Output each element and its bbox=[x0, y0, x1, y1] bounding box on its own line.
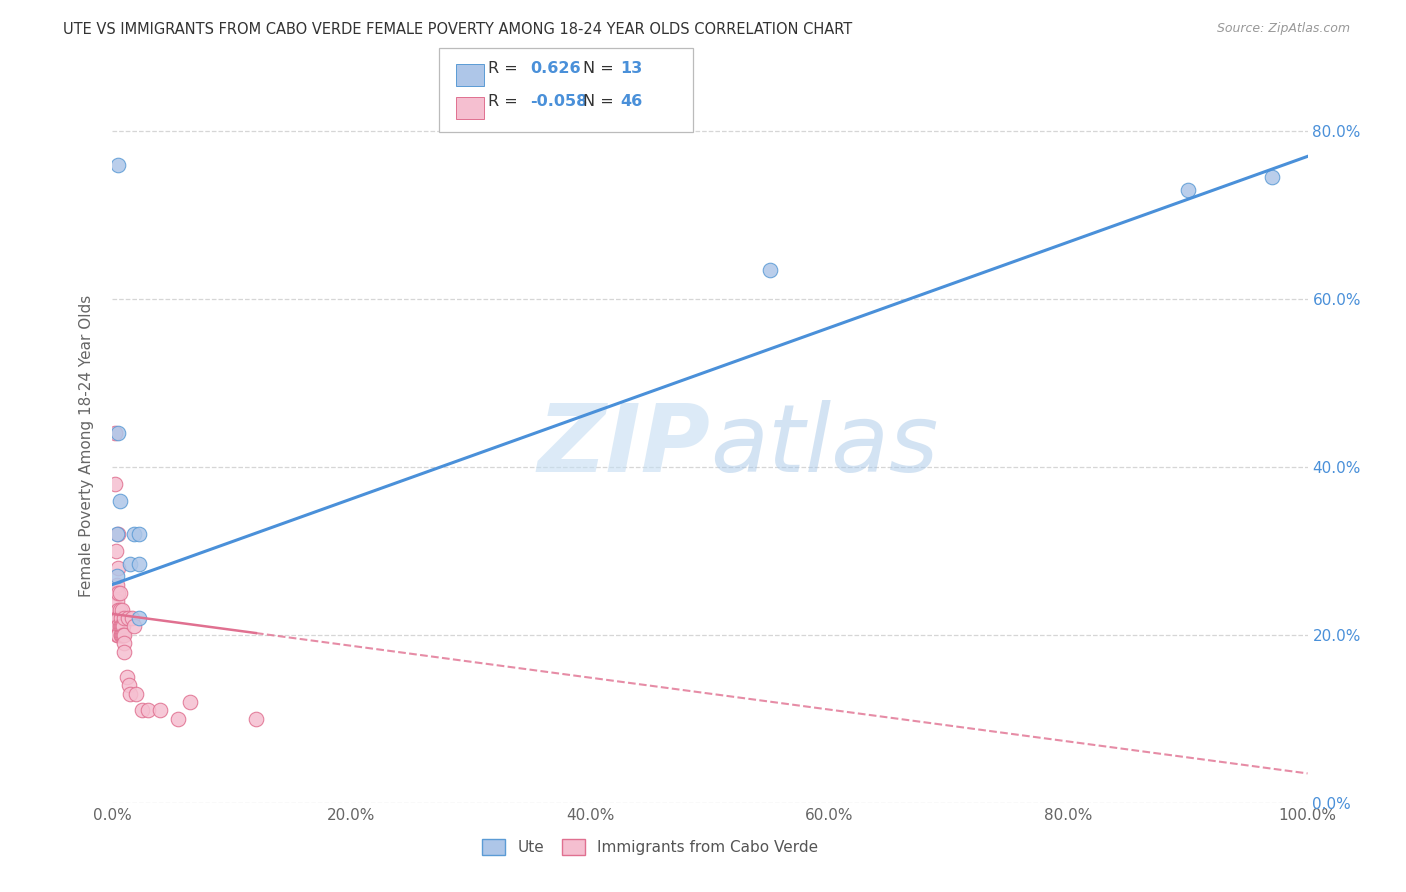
Text: -0.058: -0.058 bbox=[530, 95, 588, 109]
Point bbox=[120, 687, 142, 701]
Text: R =: R = bbox=[488, 62, 523, 76]
Text: 46: 46 bbox=[620, 95, 643, 109]
Point bbox=[107, 619, 129, 633]
Point bbox=[122, 619, 145, 633]
Point bbox=[131, 703, 153, 717]
Point bbox=[138, 703, 160, 717]
Point bbox=[107, 560, 129, 574]
Point bbox=[107, 586, 129, 600]
Text: N =: N = bbox=[583, 62, 620, 76]
Point bbox=[1177, 183, 1199, 197]
Point bbox=[110, 628, 132, 642]
Point bbox=[105, 619, 128, 633]
Text: N =: N = bbox=[583, 95, 620, 109]
Text: 13: 13 bbox=[620, 62, 643, 76]
Point bbox=[112, 628, 135, 642]
Text: R =: R = bbox=[488, 95, 523, 109]
Point bbox=[112, 619, 135, 633]
Point bbox=[107, 158, 129, 172]
Point bbox=[121, 611, 143, 625]
Text: UTE VS IMMIGRANTS FROM CABO VERDE FEMALE POVERTY AMONG 18-24 YEAR OLDS CORRELATI: UTE VS IMMIGRANTS FROM CABO VERDE FEMALE… bbox=[63, 22, 852, 37]
Point bbox=[128, 557, 150, 571]
Point bbox=[107, 611, 129, 625]
Point bbox=[110, 611, 132, 625]
Point bbox=[111, 619, 134, 633]
Point bbox=[105, 611, 128, 625]
Point bbox=[107, 628, 129, 642]
Point bbox=[110, 628, 132, 642]
Point bbox=[120, 557, 142, 571]
Text: Source: ZipAtlas.com: Source: ZipAtlas.com bbox=[1216, 22, 1350, 36]
Point bbox=[125, 687, 148, 701]
Text: ZIP: ZIP bbox=[537, 400, 710, 492]
Point bbox=[122, 527, 145, 541]
Point bbox=[245, 712, 267, 726]
Point bbox=[115, 670, 138, 684]
Point bbox=[179, 695, 201, 709]
Point bbox=[111, 628, 134, 642]
Point bbox=[104, 426, 127, 441]
Text: atlas: atlas bbox=[710, 401, 938, 491]
Point bbox=[114, 645, 135, 659]
Point bbox=[149, 703, 172, 717]
Point bbox=[128, 611, 150, 625]
Point bbox=[107, 527, 129, 541]
Point bbox=[105, 611, 128, 625]
Point bbox=[117, 611, 139, 625]
Point bbox=[104, 476, 127, 491]
Text: 0.626: 0.626 bbox=[530, 62, 581, 76]
Point bbox=[105, 544, 128, 558]
Point bbox=[108, 603, 131, 617]
Point bbox=[108, 586, 131, 600]
Point bbox=[111, 603, 134, 617]
Point bbox=[114, 636, 135, 650]
Point bbox=[105, 527, 128, 541]
Point bbox=[105, 586, 128, 600]
Y-axis label: Female Poverty Among 18-24 Year Olds: Female Poverty Among 18-24 Year Olds bbox=[79, 295, 94, 597]
Point bbox=[107, 603, 129, 617]
Point bbox=[759, 262, 782, 277]
Point bbox=[107, 426, 129, 441]
Legend: Ute, Immigrants from Cabo Verde: Ute, Immigrants from Cabo Verde bbox=[474, 831, 827, 863]
Point bbox=[118, 678, 141, 692]
Point bbox=[105, 594, 128, 608]
Point bbox=[128, 527, 150, 541]
Point bbox=[105, 577, 128, 591]
Point bbox=[114, 628, 135, 642]
Point bbox=[105, 569, 128, 583]
Point bbox=[167, 712, 190, 726]
Point bbox=[108, 493, 131, 508]
Point bbox=[105, 628, 128, 642]
Point bbox=[108, 619, 131, 633]
Point bbox=[114, 611, 135, 625]
Point bbox=[1261, 170, 1284, 185]
Point bbox=[110, 619, 132, 633]
